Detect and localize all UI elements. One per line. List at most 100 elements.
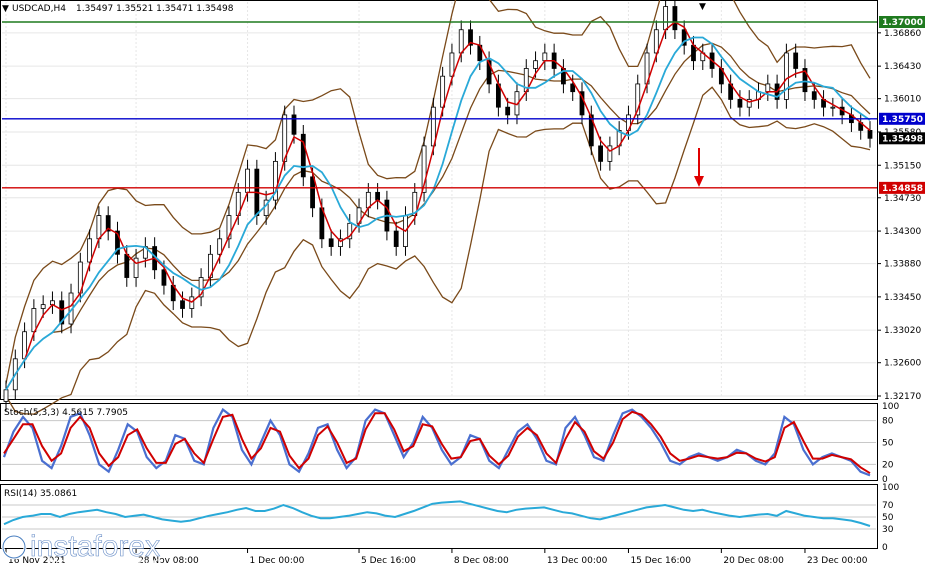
candle-body — [783, 52, 789, 100]
ma-fast-line — [5, 21, 871, 391]
current-tag-label: 1.35498 — [882, 134, 923, 144]
candle-body — [133, 257, 139, 278]
scroll-marker-icon[interactable]: ▼ — [699, 2, 706, 12]
price-tick-label: 1.36430 — [884, 62, 921, 72]
candle-body — [40, 304, 46, 309]
candle-body — [347, 222, 353, 240]
svg-text:Instant Forex Trading: Instant Forex Trading — [48, 555, 161, 569]
candle-body — [867, 130, 873, 139]
price-tick-label: 1.36860 — [884, 29, 921, 39]
candle-body — [365, 191, 371, 209]
price-tick-label: 1.34730 — [884, 194, 921, 204]
candle-body — [180, 300, 185, 309]
candle-body — [198, 277, 204, 298]
candle-body — [672, 6, 678, 31]
candle-body — [653, 29, 659, 54]
rsi-tick-label: 30 — [882, 525, 894, 535]
candle-body — [87, 238, 93, 263]
time-tick-label: 28 Nov 08:00 — [138, 556, 199, 566]
candle-body — [598, 145, 603, 162]
candle-body — [737, 99, 743, 108]
time-tick-label: 16 Nov 2021 — [8, 556, 66, 566]
candle-body — [105, 215, 111, 232]
rsi-tick-label: 50 — [882, 513, 894, 523]
resistance-tag — [879, 16, 925, 28]
candle-body — [161, 269, 167, 286]
candle-body — [245, 168, 250, 193]
rsi-label: RSI(14) 35.0861 — [4, 489, 77, 499]
ma-slow-line — [5, 36, 871, 391]
price-tick-label: 1.33880 — [884, 260, 921, 270]
candle-body — [663, 6, 669, 31]
time-tick-label: 20 Dec 08:00 — [723, 556, 784, 566]
candle-body — [793, 52, 799, 69]
support-tag-label: 1.34858 — [882, 184, 923, 194]
candle-body — [681, 29, 687, 46]
candle-body — [310, 176, 315, 209]
candle-body — [449, 52, 455, 77]
candle-body — [570, 83, 576, 93]
down-arrow-icon — [694, 148, 704, 187]
stoch-tick-label: 0 — [882, 475, 888, 485]
candle-body — [328, 238, 334, 247]
stoch-tick-label: 100 — [882, 402, 899, 412]
support-tag — [879, 181, 925, 194]
candle-body — [533, 60, 538, 69]
candle-body — [375, 191, 381, 201]
candle-body — [765, 83, 771, 93]
candle-body — [59, 300, 65, 325]
watermark-logo: instaforex Instant Forex Trading — [1, 530, 161, 569]
candle-body — [115, 230, 120, 255]
candle-body — [393, 230, 399, 247]
candle-body — [802, 68, 808, 93]
indicators — [2, 407, 876, 530]
candle-body — [300, 133, 306, 178]
candle-body — [226, 215, 232, 240]
candle-body — [3, 389, 9, 402]
candle-body — [458, 29, 464, 54]
candle-body — [124, 253, 130, 278]
stoch-tick-label: 80 — [882, 417, 894, 427]
candle-body — [588, 114, 594, 147]
bollinger-middle — [5, 42, 871, 391]
rsi-tick-label: 0 — [882, 543, 888, 553]
pivot-tag — [879, 112, 925, 125]
stoch-tick-label: 20 — [882, 460, 894, 470]
candle-body — [607, 145, 613, 162]
rsi-line — [3, 500, 871, 527]
candle-body — [505, 106, 511, 116]
candle-body — [811, 91, 817, 100]
candle-body — [746, 99, 752, 108]
price-tick-label: 1.36010 — [884, 95, 921, 105]
candle-body — [96, 215, 102, 240]
bollinger-lower — [5, 86, 871, 415]
time-tick-label: 15 Dec 16:00 — [630, 556, 691, 566]
candle-body — [635, 83, 641, 116]
candle-body — [468, 29, 473, 46]
time-tick-label: 23 Dec 00:00 — [807, 556, 868, 566]
candle-body — [421, 145, 427, 193]
moving-averages — [5, 21, 871, 391]
candle-body — [291, 114, 297, 135]
time-tick-label: 8 Dec 08:00 — [454, 556, 509, 566]
rsi-tick-label: 70 — [882, 501, 894, 511]
resistance-tag-label: 1.37000 — [882, 18, 923, 28]
svg-text:instaforex: instaforex — [30, 530, 160, 563]
candle-body — [273, 160, 278, 201]
price-tick-label: 1.35580 — [884, 128, 921, 138]
chart-symbol: USDCAD,H4 — [12, 4, 66, 14]
price-tick-label: 1.33450 — [884, 293, 921, 303]
price-tick-label: 1.35150 — [884, 161, 921, 171]
candle-body — [830, 106, 836, 109]
stoch-tick-label: 50 — [882, 439, 894, 449]
price-tick-label: 1.34300 — [884, 227, 921, 237]
time-tick-label: 13 Dec 00:00 — [547, 556, 608, 566]
stoch-signal-line — [3, 410, 871, 475]
levels: 1.37000 1.35750 1.35498 1.34858 — [2, 16, 925, 194]
candle-body — [542, 52, 548, 62]
price-tick-label: 1.32600 — [884, 359, 921, 369]
price-tick-label: 1.32170 — [884, 392, 921, 402]
collapse-triangle-icon[interactable]: ▼ — [2, 4, 9, 14]
bollinger-bands — [5, 0, 871, 415]
time-tick-label: 1 Dec 00:00 — [250, 556, 305, 566]
